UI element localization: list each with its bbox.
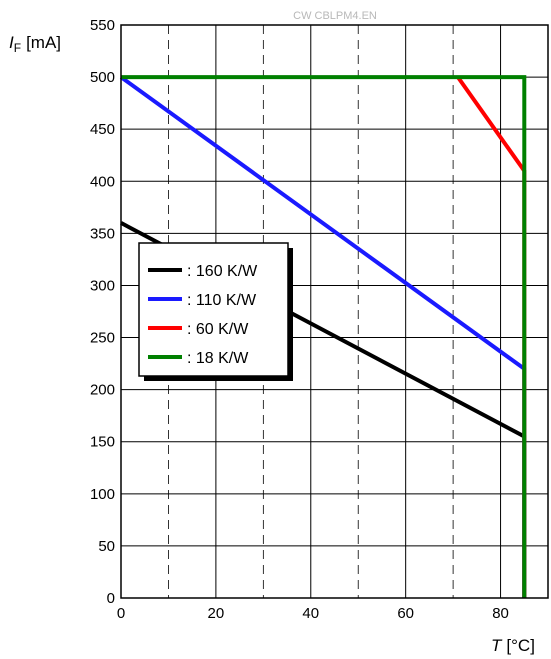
y-tick-label: 450 [90, 121, 115, 138]
y-tick-label: 150 [90, 434, 115, 451]
legend-label: : 18 K/W [187, 350, 249, 367]
y-tick-label: 500 [90, 69, 115, 86]
y-axis-unit: [mA] [26, 33, 61, 52]
y-axis-label: IF [mA] [9, 33, 61, 55]
legend-label: : 160 K/W [187, 263, 258, 280]
y-axis-symbol: I [9, 33, 14, 52]
y-tick-label: 50 [98, 538, 115, 555]
y-tick-label: 550 [90, 17, 115, 34]
x-axis-label: T [°C] [491, 636, 535, 655]
y-axis-subscript: F [14, 41, 21, 55]
x-axis-unit: [°C] [506, 636, 535, 655]
watermark: CW CBLPM4.EN [293, 10, 377, 22]
y-tick-label: 0 [107, 590, 115, 607]
x-tick-label: 80 [492, 605, 509, 622]
y-tick-label: 300 [90, 277, 115, 294]
y-tick-label: 350 [90, 225, 115, 242]
y-tick-label: 100 [90, 486, 115, 503]
plot-frame [120, 24, 549, 599]
x-tick-label: 60 [397, 605, 414, 622]
x-tick-label: 40 [302, 605, 319, 622]
x-tick-label: 0 [117, 605, 125, 622]
legend: : 160 K/W : 110 K/W : 60 K/W : 18 K/W [138, 242, 293, 381]
y-tick-label: 400 [90, 173, 115, 190]
legend-label: : 110 K/W [187, 292, 257, 309]
series-line [121, 75, 527, 598]
legend-label: : 60 K/W [187, 321, 249, 338]
x-axis-symbol: T [491, 636, 503, 655]
legend-box [138, 242, 289, 377]
x-tick-label: 20 [208, 605, 225, 622]
y-tick-label: 200 [90, 382, 115, 399]
tick-labels: 0 50 100 150 200 250 300 350 400 450 500 550 0 20 40 60… [90, 17, 509, 622]
y-tick-label: 250 [90, 330, 115, 347]
